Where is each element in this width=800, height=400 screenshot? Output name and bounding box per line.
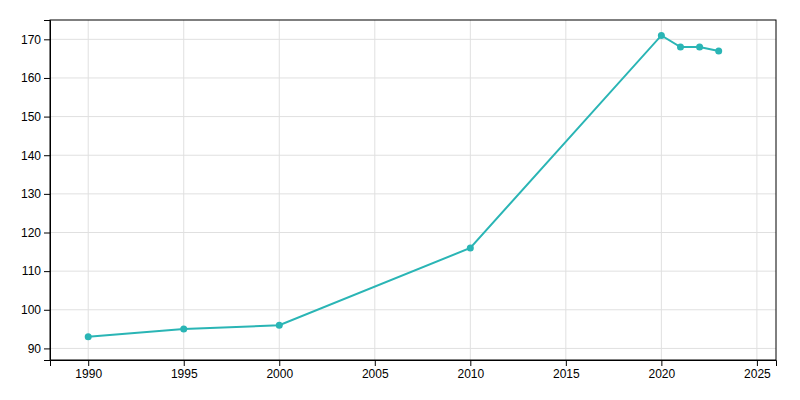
x-axis-tick: 2010 [457, 360, 484, 381]
x-axis-tick: 2000 [266, 360, 293, 381]
y-axis-tick-label: 160 [21, 71, 41, 85]
grid-line-y [50, 309, 776, 310]
y-axis-tick: 110 [22, 264, 50, 278]
y-axis-tick-label: 90 [28, 342, 42, 356]
point [658, 32, 665, 39]
point [715, 47, 722, 54]
y-axis-tick: 90 [28, 342, 50, 356]
x-axis: 1990 1995 2000 2005 2010 2015 2020 2025 [51, 360, 777, 381]
x-axis-tick: 2020 [649, 360, 676, 381]
y-axis-tick-mark [44, 117, 50, 118]
grid-line-x [374, 20, 375, 360]
y-axis-tick: 100 [21, 303, 50, 317]
x-axis-line [51, 361, 777, 367]
x-axis-tick-mark [279, 360, 280, 366]
y-axis: 90 100 110 120 130 140 150 160 170 [21, 21, 51, 361]
x-axis-tick: 1995 [171, 360, 198, 381]
point [276, 322, 283, 329]
y-axis-tick: 160 [21, 71, 50, 85]
x-axis-tick: 1990 [75, 360, 102, 381]
y-axis-tick-label: 150 [21, 110, 41, 124]
grid-line-x [661, 20, 662, 360]
y-axis-tick: 150 [21, 110, 50, 124]
grid-line-y [50, 348, 776, 349]
y-axis-tick-mark [44, 348, 50, 349]
grid-line-x [470, 20, 471, 360]
point [677, 44, 684, 51]
y-axis-tick-mark [44, 39, 50, 40]
x-axis-tick-label: 2005 [362, 367, 389, 381]
y-axis-tick-label: 110 [22, 264, 41, 278]
grid-line-y [50, 77, 776, 78]
y-axis-tick-label: 170 [21, 33, 41, 47]
point [467, 244, 474, 251]
y-axis-tick-mark [44, 271, 50, 272]
y-axis-tick: 140 [21, 149, 50, 163]
x-axis-tick-label: 2015 [553, 367, 580, 381]
point [180, 326, 187, 333]
grid-line-y [50, 232, 776, 233]
y-axis-tick-mark [44, 155, 50, 156]
point [85, 333, 92, 340]
y-axis-tick-mark [44, 78, 50, 79]
x-axis-tick-mark [470, 360, 471, 366]
grid-line-y [50, 155, 776, 156]
y-axis-tick-mark [44, 194, 50, 195]
x-axis-tick: 2015 [553, 360, 580, 381]
y-axis-tick-label: 100 [21, 303, 41, 317]
y-axis-tick: 120 [21, 226, 50, 240]
y-axis-tick: 130 [21, 187, 50, 201]
grid-line-y [50, 116, 776, 117]
plot-frame [50, 20, 776, 360]
y-axis-tick: 170 [21, 33, 50, 47]
x-axis-tick-label: 2025 [744, 367, 771, 381]
grid-line-x [279, 20, 280, 360]
plot: 1990 1995 2000 2005 2010 2015 2020 2025 90 100 110… [21, 20, 777, 381]
grid-line-x [183, 20, 184, 360]
grid-line-y [50, 193, 776, 194]
y-axis-tick-label: 120 [21, 226, 41, 240]
x-axis-tick-label: 2020 [649, 367, 676, 381]
chart: 1990 1995 2000 2005 2010 2015 2020 2025 90 100 110… [0, 0, 800, 400]
x-axis-tick-mark [757, 360, 758, 366]
y-axis-tick-mark [44, 310, 50, 311]
y-axis-tick-label: 130 [21, 187, 41, 201]
x-axis-tick-mark [184, 360, 185, 366]
grid-line-x [565, 20, 566, 360]
x-axis-tick-mark [375, 360, 376, 366]
grid-line-x [88, 20, 89, 360]
grid [50, 20, 776, 360]
x-axis-tick-label: 1990 [75, 367, 102, 381]
y-axis-tick-label: 140 [21, 149, 41, 163]
x-axis-tick-mark [661, 360, 662, 366]
x-axis-tick-label: 2010 [457, 367, 484, 381]
x-axis-tick-mark [566, 360, 567, 366]
grid-line-x [756, 20, 757, 360]
x-axis-tick: 2005 [362, 360, 389, 381]
x-axis-tick-label: 1995 [171, 367, 198, 381]
x-axis-tick-mark [88, 360, 89, 366]
x-axis-tick-label: 2000 [266, 367, 293, 381]
line [88, 35, 718, 336]
marks [85, 32, 722, 340]
x-axis-tick: 2025 [744, 360, 771, 381]
y-axis-tick-mark [44, 233, 50, 234]
point [696, 44, 703, 51]
